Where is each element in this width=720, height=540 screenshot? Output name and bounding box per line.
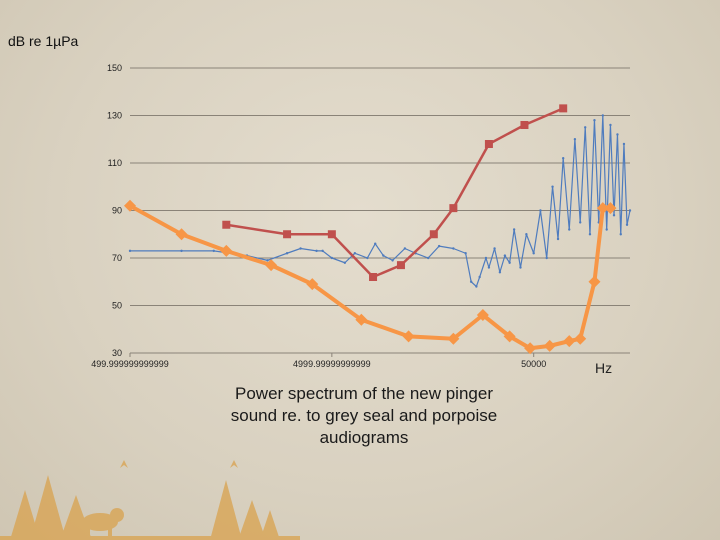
data-point [124,199,136,212]
data-point [449,204,458,213]
data-point [396,261,405,270]
y-axis-label: dB re 1µPa [8,33,79,49]
data-point [175,228,188,241]
data-point [628,209,632,212]
data-point [437,244,441,248]
data-point [508,261,511,264]
data-point [519,266,522,269]
data-point [568,228,571,231]
data-point [539,209,542,212]
data-point [556,237,560,241]
data-point [447,332,460,345]
data-point [551,185,554,188]
data-point [524,342,537,355]
y-tick-label: 50 [112,301,122,311]
data-point [321,249,324,253]
data-point [402,330,415,343]
data-point [498,271,502,274]
data-point [222,220,231,229]
series-line [130,114,631,288]
data-point [588,275,601,288]
y-tick-label: 110 [108,158,122,168]
data-point [212,249,215,253]
data-point [520,121,529,129]
data-point [605,228,608,231]
y-tick-label: 130 [107,111,122,121]
x-tick-label: 499.999999999999 [91,359,169,369]
data-point [503,254,507,257]
data-point [563,335,576,348]
data-point [330,256,334,260]
x-tick-label: 50000 [521,359,546,369]
data-point [596,202,609,215]
data-point [484,140,493,148]
data-point [299,247,302,250]
series-line [226,107,564,279]
data-point [493,247,496,250]
data-point [601,114,605,117]
data-point [469,280,473,283]
data-point [616,133,619,136]
data-point [532,252,535,255]
data-point [573,138,577,141]
data-point [476,309,489,321]
data-point [265,259,278,272]
data-point [452,247,455,250]
data-point [353,252,357,255]
data-point [220,244,233,257]
data-point [464,252,467,255]
data-point [266,259,269,262]
data-point [484,256,488,260]
data-point [588,233,592,236]
data-point [545,256,548,260]
y-tick-label: 90 [112,206,122,216]
data-point [574,332,587,345]
data-point [366,256,369,260]
data-point [374,242,377,245]
data-point [559,104,568,113]
data-point [625,223,629,226]
data-point [382,254,385,257]
data-point [584,126,587,129]
data-point [543,339,556,352]
data-point [128,249,132,253]
data-point [429,230,438,239]
data-point [487,266,491,269]
y-tick-label: 150 [107,63,122,73]
data-point [619,233,622,236]
y-tick-label: 70 [112,253,122,263]
data-point [512,228,516,231]
forest-silhouette-decoration [0,460,300,540]
data-point [561,157,565,160]
x-axis-unit-label: Hz [595,360,613,376]
data-point [327,230,336,239]
x-tick-label: 4999.99999999999 [293,359,371,369]
data-point [604,202,617,215]
data-point [426,256,430,260]
data-point [283,230,292,239]
data-point [403,247,407,250]
data-point [285,252,289,255]
data-point [475,285,478,288]
data-point [315,249,318,253]
data-point [355,313,368,326]
data-point [180,249,183,253]
data-point [612,214,616,217]
chart-caption: Power spectrum of the new pinger sound r… [230,384,498,447]
data-point [478,275,481,279]
data-point [622,142,626,146]
data-point [391,259,394,262]
data-point [593,119,596,122]
data-point [369,273,378,281]
data-point [503,330,516,343]
data-point [306,278,319,291]
data-point [525,233,528,236]
data-point [609,123,612,127]
data-point [343,261,347,264]
data-point [579,221,582,224]
y-tick-label: 30 [112,348,122,358]
